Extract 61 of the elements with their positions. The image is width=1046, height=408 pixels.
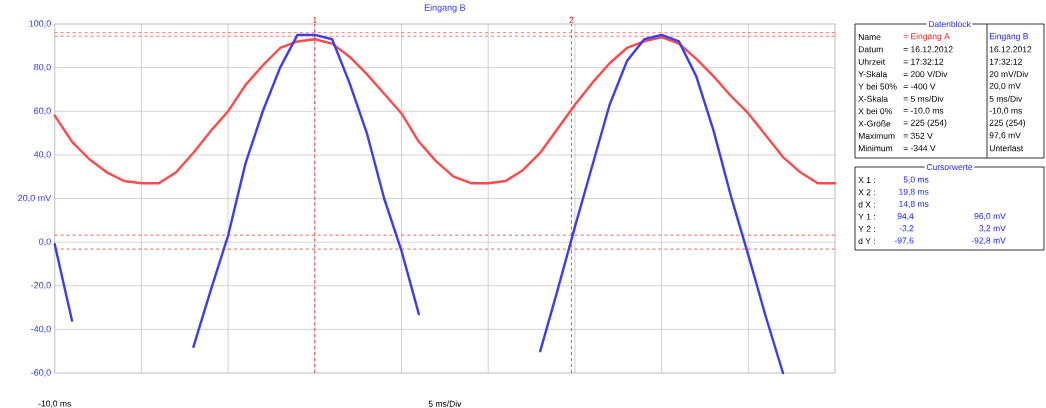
- text: 97,6 mV: [989, 132, 1021, 140]
- text: Uhrzeit: [858, 58, 886, 65]
- text: 5 ms/Div: [989, 95, 1023, 102]
- text: Unterlast: [989, 145, 1024, 152]
- text: 94,4: [897, 213, 914, 221]
- y-tick-label: 100,0: [29, 20, 51, 28]
- chart-title: Eingang B: [424, 4, 466, 13]
- text: 5 ms/Div: [428, 400, 462, 407]
- text: -10,0 ms: [38, 400, 71, 408]
- y-tick-label: 20,0 mV: [18, 194, 52, 203]
- text: Datum: [858, 46, 883, 53]
- text: 20,0 mV: [989, 82, 1021, 90]
- text: = 5 ms/Div: [903, 95, 944, 102]
- text: X-Größe: [858, 120, 891, 127]
- text: -3,2: [899, 225, 914, 233]
- text: X-Skala: [858, 95, 888, 102]
- text: = -10,0 ms: [903, 107, 944, 115]
- text: = -344 V: [903, 145, 936, 152]
- y-tick-label: 0,0: [39, 238, 51, 246]
- y-tick-label: 60,0: [34, 107, 51, 115]
- y-tick-label: -60,0: [31, 369, 51, 377]
- text: 16.12.2012: [989, 46, 1032, 53]
- y-tick-label: 40,0: [33, 151, 51, 159]
- text: Minimum: [858, 145, 893, 152]
- text: = Eingang A: [903, 33, 950, 41]
- text: Maximum: [858, 132, 895, 139]
- text: -97,6: [894, 237, 914, 245]
- text: 2: [569, 16, 574, 23]
- text: -92,8 mV: [971, 237, 1006, 245]
- text: 14,8 ms: [899, 200, 929, 208]
- text: 17:32:12: [989, 58, 1022, 65]
- text: X bei 0%: [858, 107, 892, 115]
- text: Datenblock: [928, 20, 971, 28]
- y-tick-label: -40,0: [31, 325, 51, 334]
- text: 96,0 mV: [974, 213, 1006, 221]
- text: Eingang B: [989, 33, 1028, 41]
- text: 19,8 ms: [899, 188, 929, 196]
- y-tick-label: -20,0: [31, 282, 51, 290]
- text: d Y :: [858, 237, 875, 245]
- text: d X :: [858, 201, 875, 208]
- text: Y bei 50%: [858, 83, 897, 90]
- y-tick-label: 80,0: [34, 63, 51, 72]
- text: 5,0 ms: [903, 176, 929, 184]
- text: Y 1 :: [858, 213, 875, 220]
- text: -10,0 ms: [989, 107, 1022, 115]
- text: = -400 V: [903, 83, 936, 90]
- text: Cursorwerte: [926, 163, 973, 170]
- text: X 1 :: [858, 177, 875, 183]
- text: = 16.12.2012: [903, 46, 953, 53]
- text: Y-Skala: [858, 70, 888, 78]
- text: = 200 V/Div: [903, 70, 948, 78]
- text: = 17:32:12: [903, 58, 944, 65]
- text: 225 (254): [989, 119, 1026, 128]
- text: 3,2 mV: [979, 225, 1006, 233]
- text: = 225 (254): [903, 119, 947, 128]
- text: Name: [858, 34, 881, 40]
- text: Y 2 :: [858, 225, 875, 232]
- text: X 2 :: [858, 189, 875, 196]
- text: = 352 V: [903, 132, 933, 139]
- text: 20 mV/Div: [989, 70, 1029, 78]
- text: 1: [313, 16, 317, 23]
